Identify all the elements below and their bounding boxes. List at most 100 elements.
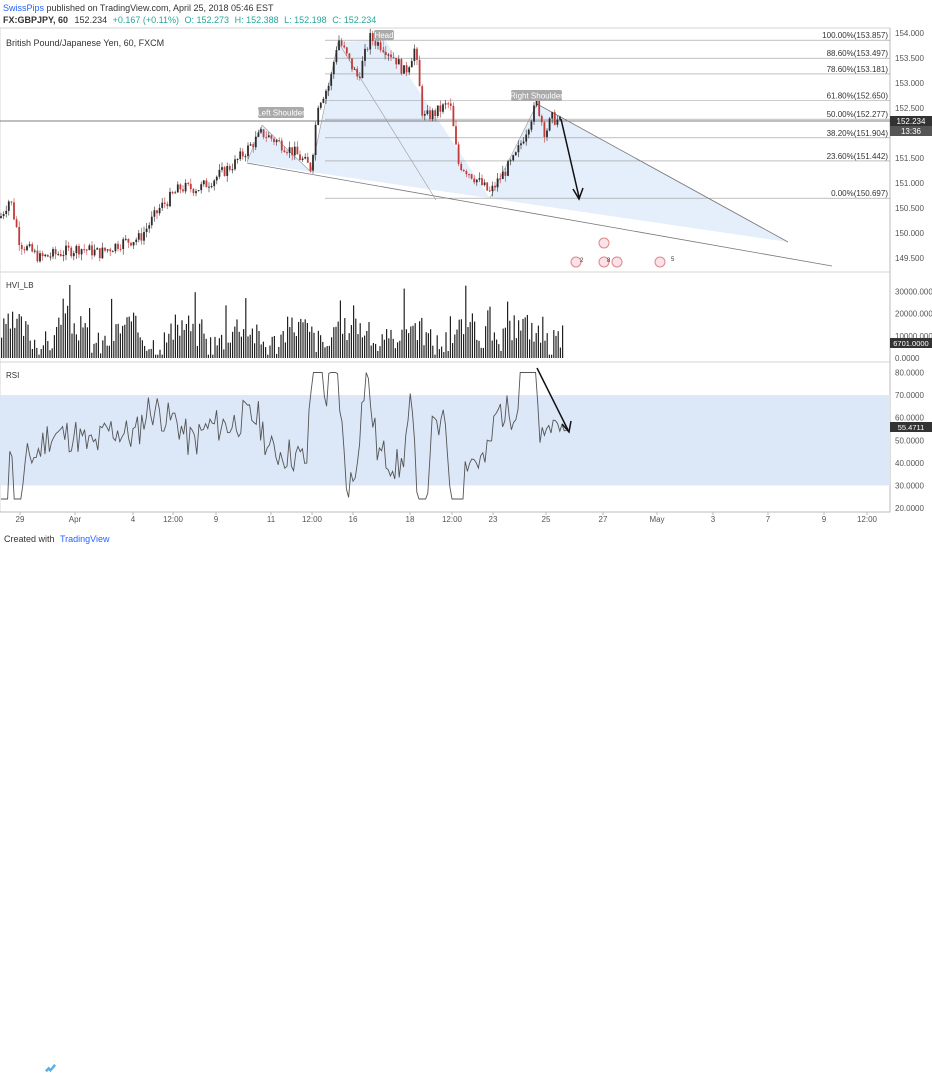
volume-bar xyxy=(502,328,504,358)
volume-bar xyxy=(531,322,533,358)
candle-body xyxy=(436,105,439,116)
volume-bar xyxy=(276,353,278,358)
volume-bar xyxy=(84,323,86,358)
candle-body xyxy=(475,179,478,183)
volume-bar xyxy=(183,329,185,358)
event-marker-8: 8 xyxy=(607,258,611,264)
volume-bar xyxy=(436,335,438,358)
time-tick-label: 18 xyxy=(406,515,415,524)
volume-bar xyxy=(221,334,223,358)
candle-body xyxy=(67,245,70,248)
candle-body xyxy=(327,85,330,91)
volume-bar xyxy=(240,336,242,358)
volume-bar xyxy=(278,346,280,358)
price-tick-label: 152.500 xyxy=(895,104,924,113)
volume-bar xyxy=(300,318,302,358)
volume-bar xyxy=(75,334,77,358)
tradingview-brand[interactable]: TradingView xyxy=(60,534,110,544)
neckline[interactable] xyxy=(246,162,833,267)
volume-bar xyxy=(190,331,192,358)
price-arrow-head xyxy=(572,187,584,201)
candle-body xyxy=(286,152,288,154)
price-tick-label: 150.500 xyxy=(895,204,924,213)
candle-body xyxy=(405,65,408,73)
candle-body xyxy=(556,119,559,125)
chart-area[interactable]: 100.00%(153.857) 88.60%(153.497) 78.60%(15… xyxy=(0,0,932,530)
volume-bar xyxy=(311,326,313,358)
event-markers[interactable]: 2 8 5 xyxy=(570,237,675,268)
volume-bar xyxy=(458,319,460,358)
volume-bar xyxy=(141,340,143,358)
volume-bar xyxy=(181,320,183,358)
candle-body xyxy=(340,40,343,46)
fib-label: 78.60%(153.181) xyxy=(827,65,889,74)
rsi-arrow-head xyxy=(561,420,572,434)
volume-bar xyxy=(289,327,291,358)
rsi-down-arrow[interactable] xyxy=(536,367,569,431)
volume-bar xyxy=(174,314,176,358)
volume-bar xyxy=(232,331,234,358)
volume-bar xyxy=(553,330,555,358)
volume-bar xyxy=(82,327,84,358)
candle-body xyxy=(525,134,528,142)
price-axis: 154.000153.500153.000152.500152.000151.5… xyxy=(895,29,924,263)
candle-body xyxy=(153,210,156,217)
volume-bar xyxy=(317,330,319,358)
volume-bar xyxy=(562,325,564,358)
candle-body xyxy=(283,150,286,153)
volume-bar xyxy=(159,349,161,358)
volume-bar xyxy=(504,327,506,358)
volume-bar xyxy=(47,341,49,358)
candle-body xyxy=(98,248,101,259)
volume-bar xyxy=(117,323,119,358)
volume-bar xyxy=(157,354,159,358)
candle-body xyxy=(213,180,216,187)
right-shoulder-line[interactable] xyxy=(536,103,789,243)
candle-body xyxy=(312,154,314,171)
candle-body xyxy=(514,152,517,156)
volume-bar xyxy=(128,316,130,358)
candle-body xyxy=(364,48,366,61)
volume-bar xyxy=(245,298,247,358)
candle-body xyxy=(473,178,476,183)
candle-body xyxy=(462,170,465,172)
price-down-arrow[interactable] xyxy=(560,118,580,198)
volume-bar xyxy=(91,352,93,358)
candle-body xyxy=(75,245,78,254)
volume-bar xyxy=(9,328,11,358)
candle-body xyxy=(397,59,400,65)
price-tick-label: 153.000 xyxy=(895,79,924,88)
countdown-badge-text: 13:36 xyxy=(901,127,922,136)
candle-body xyxy=(377,42,379,46)
volume-bar xyxy=(163,332,165,358)
rsi-tick-label: 30.0000 xyxy=(895,481,924,490)
candle-body xyxy=(156,210,158,214)
volume-bar xyxy=(67,305,69,358)
candle-body xyxy=(470,174,473,179)
candle-body xyxy=(535,100,538,106)
rsi-axis: 80.0000 70.0000 60.0000 50.0000 40.0000 30.00… xyxy=(895,369,924,513)
candle-body xyxy=(158,207,161,214)
volume-bar xyxy=(320,335,322,358)
candle-body xyxy=(171,191,174,194)
author-link[interactable]: SwissPips xyxy=(3,3,45,13)
volume-bar xyxy=(247,336,249,358)
volume-bar xyxy=(269,345,271,358)
volume-bar xyxy=(346,340,348,358)
candle-body xyxy=(109,249,112,252)
time-tick-label: 9 xyxy=(822,515,827,524)
candle-body xyxy=(275,140,278,143)
volume-bar xyxy=(425,332,427,358)
candle-body xyxy=(426,110,429,115)
rsi-tick-label: 60.0000 xyxy=(895,414,924,423)
volume-bar xyxy=(555,335,557,358)
candle-body xyxy=(382,50,385,52)
candle-body xyxy=(387,54,390,56)
publish-line: SwissPips published on TradingView.com, … xyxy=(3,3,274,13)
volume-bar xyxy=(177,324,179,358)
price-chart-title: British Pound/Japanese Yen, 60, FXCM xyxy=(6,38,164,48)
volume-bar xyxy=(282,331,284,358)
candle-body xyxy=(130,242,132,246)
candle-body xyxy=(353,68,356,70)
volume-bar xyxy=(34,339,36,358)
